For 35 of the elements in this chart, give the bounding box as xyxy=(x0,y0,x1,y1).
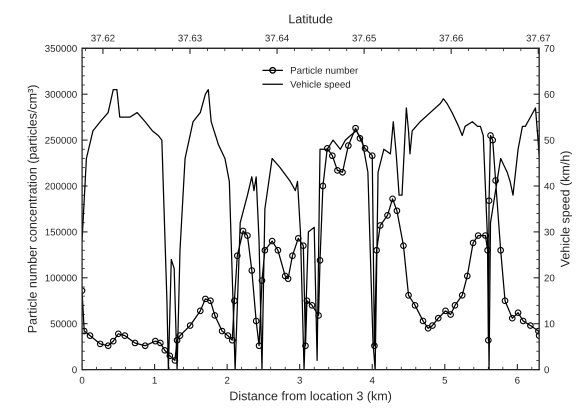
x-axis-title: Distance from location 3 (km) xyxy=(230,391,392,403)
y2-tick-label: 10 xyxy=(544,320,554,328)
y-tick-label: 150000 xyxy=(45,228,77,236)
y2-axis-title: Vehicle speed (km/h) xyxy=(560,151,572,268)
x2-tick-label: 37.62 xyxy=(91,34,115,42)
y-tick-label: 350000 xyxy=(45,45,77,52)
x2-tick-label: 37.65 xyxy=(352,34,376,42)
y-tick-label: 0 xyxy=(72,366,77,374)
x-tick-label: 0 xyxy=(80,376,84,384)
x2-tick-label: 37.63 xyxy=(178,34,202,42)
y-axis-title: Particle number concentration (particles/cm³) xyxy=(28,85,40,332)
y2-tick-label: 60 xyxy=(544,90,554,98)
x-tick-label: 6 xyxy=(515,376,520,384)
y-tick-label: 300000 xyxy=(45,90,77,98)
x2-tick-label: 37.64 xyxy=(265,34,289,42)
x2-tick-label: 37.66 xyxy=(439,34,463,42)
legend-label: Particle number xyxy=(290,66,358,74)
x-tick-label: 5 xyxy=(442,376,448,384)
x-tick-label: 1 xyxy=(152,376,157,384)
x-tick-label: 2 xyxy=(224,376,230,384)
y-tick-label: 50000 xyxy=(50,320,77,328)
x-tick-label: 4 xyxy=(370,376,375,384)
y2-tick-label: 0 xyxy=(544,366,550,374)
y2-tick-label: 20 xyxy=(544,274,554,282)
y-tick-label: 250000 xyxy=(45,136,77,144)
y2-tick-label: 50 xyxy=(544,136,554,144)
x-tick-label: 3 xyxy=(297,376,302,384)
y2-tick-label: 40 xyxy=(544,182,554,190)
y-tick-label: 100000 xyxy=(45,274,77,282)
y2-tick-label: 30 xyxy=(544,228,554,236)
x2-tick-label: 37.67 xyxy=(526,34,550,42)
y-tick-label: 200000 xyxy=(45,182,77,190)
x2-axis-title: Latitude xyxy=(289,14,332,24)
legend-label: Vehicle speed xyxy=(290,80,350,90)
y2-tick-label: 70 xyxy=(544,45,554,52)
